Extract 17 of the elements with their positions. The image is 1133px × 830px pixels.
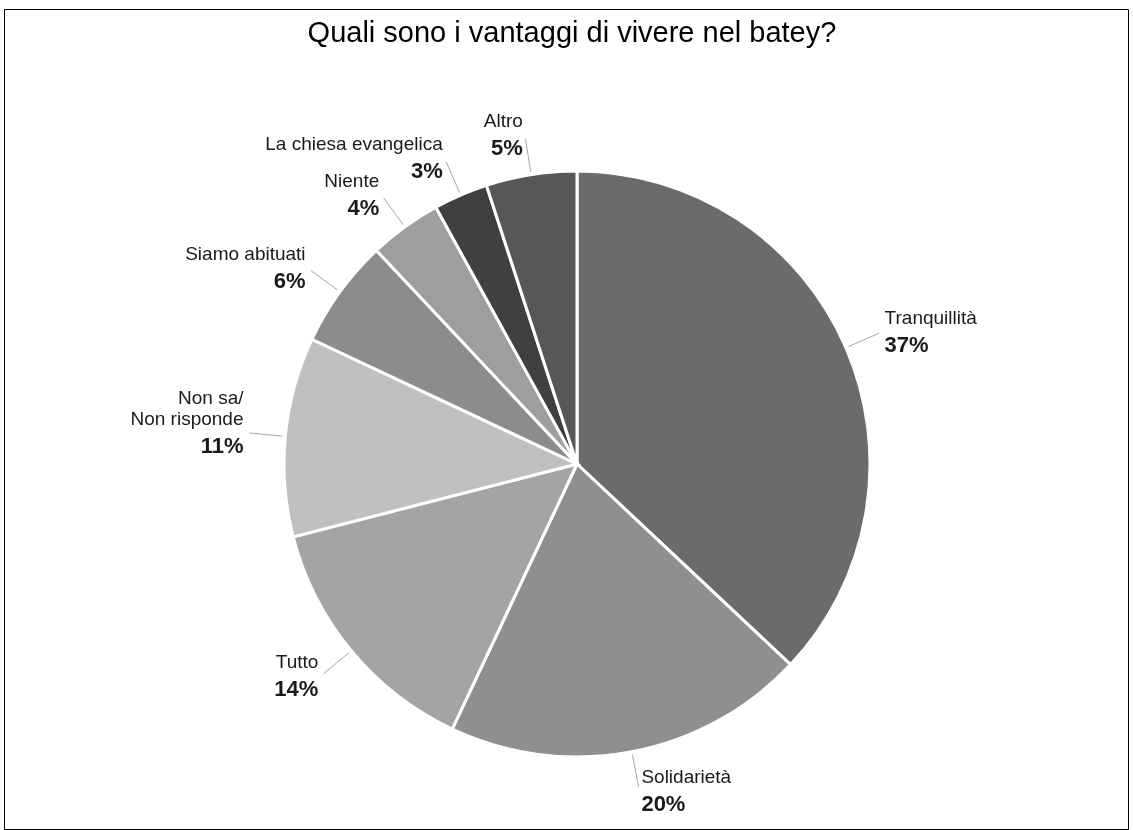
slice-label: Non sa/ Non risponde: [130, 386, 245, 429]
slice-label: Tutto: [275, 651, 319, 673]
chart-title: Quali sono i vantaggi di vivere nel batey?: [307, 16, 837, 48]
data-label: 14%: [274, 676, 319, 702]
slice-label: Niente: [324, 169, 380, 191]
slice-label: Tranquillità: [884, 306, 978, 328]
data-label: 11%: [200, 432, 244, 458]
data-label: 37%: [884, 331, 929, 357]
data-label: 3%: [410, 158, 443, 184]
slice-label: Solidarietà: [641, 766, 732, 788]
data-label: 6%: [273, 268, 306, 294]
data-label: 4%: [347, 194, 380, 220]
slice-label: Siamo abituati: [185, 243, 306, 265]
slice-label: Altro: [483, 110, 523, 132]
data-label: 5%: [491, 135, 523, 161]
data-label: 20%: [641, 791, 686, 817]
slice-label: La chiesa evangelica: [265, 133, 444, 155]
